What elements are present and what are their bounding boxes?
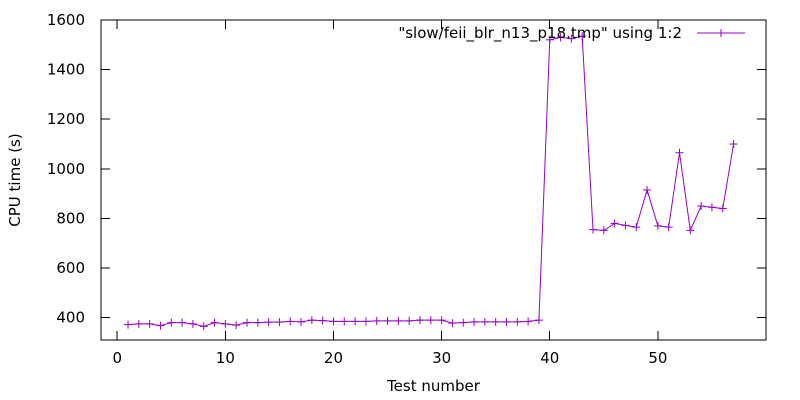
data-point [394, 316, 403, 325]
x-tick-label: 40 [540, 349, 559, 367]
y-tick-label: 400 [56, 309, 85, 327]
data-point [480, 317, 489, 326]
data-point [156, 321, 165, 330]
x-axis-label: Test number [386, 377, 481, 395]
data-point [361, 317, 370, 326]
y-tick-label: 600 [56, 259, 85, 277]
data-point [664, 223, 673, 232]
data-point [470, 317, 479, 326]
axes [100, 19, 767, 341]
legend: "slow/feii_blr_n13_p18.tmp" using 1:2 [398, 24, 745, 43]
data-point [264, 318, 273, 327]
data-point [578, 32, 587, 41]
y-tick-label: 1400 [47, 61, 85, 79]
data-point [351, 317, 360, 326]
data-point [145, 319, 154, 328]
data-point [415, 316, 424, 325]
data-point [275, 318, 284, 327]
data-point [621, 221, 630, 230]
data-point [729, 140, 738, 149]
series-line [127, 35, 735, 327]
data-point [405, 316, 414, 325]
data-point [545, 35, 554, 44]
data-point [697, 202, 706, 211]
data-point [124, 320, 133, 329]
data-point [610, 219, 619, 228]
data-point [632, 223, 641, 232]
data-point [286, 317, 295, 326]
data-point [718, 204, 727, 213]
legend-label: "slow/feii_blr_n13_p18.tmp" using 1:2 [398, 24, 682, 43]
data-point [383, 316, 392, 325]
data-point [567, 34, 576, 43]
data-point [297, 317, 306, 326]
data-point [329, 317, 338, 326]
data-point [459, 318, 468, 327]
data-point [178, 318, 187, 327]
x-tick-label: 50 [648, 349, 667, 367]
data-point [491, 317, 500, 326]
data-point [707, 203, 716, 212]
axis-ticks: 400 600 800 1000 1200 1400 1600 0 10 20 30 40 50 [47, 11, 766, 367]
data-point [643, 185, 652, 194]
y-tick-label: 1600 [47, 11, 85, 29]
data-point [221, 319, 230, 328]
data-point [242, 318, 251, 327]
data-point [556, 33, 565, 42]
data-point [513, 317, 522, 326]
data-point [448, 319, 457, 328]
data-point [524, 317, 533, 326]
data-point [199, 322, 208, 331]
data-point [253, 318, 262, 327]
data-point [534, 316, 543, 325]
plot-border [100, 19, 767, 341]
x-tick-label: 0 [112, 349, 122, 367]
data-point [599, 226, 608, 235]
x-tick-label: 30 [432, 349, 451, 367]
y-tick-label: 1200 [47, 110, 85, 128]
data-point [372, 316, 381, 325]
data-point [340, 317, 349, 326]
data-point [437, 316, 446, 325]
data-point [686, 226, 695, 235]
data-point [675, 148, 684, 157]
x-tick-label: 10 [216, 349, 235, 367]
data-point [307, 316, 316, 325]
series-layer [124, 32, 738, 331]
data-point [210, 318, 219, 327]
data-point [653, 221, 662, 230]
y-tick-label: 1000 [47, 160, 85, 178]
data-point [232, 321, 241, 330]
data-point [588, 225, 597, 234]
data-point [318, 316, 327, 325]
y-tick-label: 800 [56, 209, 85, 227]
data-point [188, 319, 197, 328]
data-point [134, 319, 143, 328]
data-point [167, 318, 176, 327]
y-axis-label: CPU time (s) [6, 133, 24, 226]
data-point [502, 317, 511, 326]
x-tick-label: 20 [324, 349, 343, 367]
data-point [426, 316, 435, 325]
